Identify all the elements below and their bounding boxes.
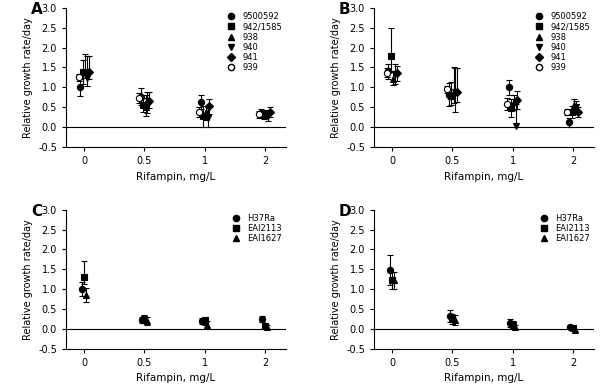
Legend: H37Ra, EAI2113, EAI1627: H37Ra, EAI2113, EAI1627 (224, 211, 285, 247)
Text: D: D (339, 204, 352, 219)
Legend: 9500592, 942/1585, 938, 940, 941, 939: 9500592, 942/1585, 938, 940, 941, 939 (220, 9, 285, 76)
X-axis label: Rifampin, mg/L: Rifampin, mg/L (136, 172, 215, 181)
Text: C: C (31, 204, 42, 219)
Y-axis label: Relative growth rate/day: Relative growth rate/day (331, 17, 341, 138)
Legend: 9500592, 942/1585, 938, 940, 941, 939: 9500592, 942/1585, 938, 940, 941, 939 (527, 9, 593, 76)
Y-axis label: Relative growth rate/day: Relative growth rate/day (23, 17, 32, 138)
Y-axis label: Relative growth rate/day: Relative growth rate/day (23, 219, 32, 339)
Text: B: B (339, 2, 350, 17)
Text: A: A (31, 2, 43, 17)
X-axis label: Rifampin, mg/L: Rifampin, mg/L (136, 374, 215, 383)
Legend: H37Ra, EAI2113, EAI1627: H37Ra, EAI2113, EAI1627 (533, 211, 593, 247)
X-axis label: Rifampin, mg/L: Rifampin, mg/L (445, 172, 524, 181)
X-axis label: Rifampin, mg/L: Rifampin, mg/L (445, 374, 524, 383)
Y-axis label: Relative growth rate/day: Relative growth rate/day (331, 219, 341, 339)
